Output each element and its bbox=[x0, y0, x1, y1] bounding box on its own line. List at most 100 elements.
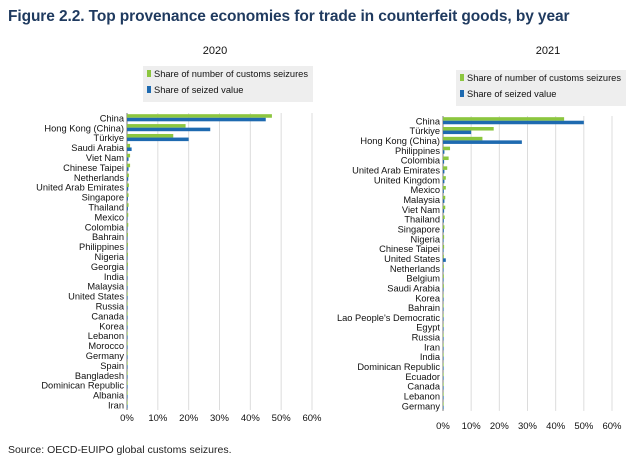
bar-seized-value bbox=[127, 315, 128, 320]
category-label: Singapore bbox=[82, 193, 124, 203]
legend-box bbox=[143, 66, 313, 102]
bar-seizures bbox=[443, 127, 494, 131]
category-label: Korea bbox=[99, 321, 125, 331]
category-label: Netherlands bbox=[390, 264, 440, 274]
bar-seizures bbox=[127, 173, 129, 178]
category-label: United Kingdom bbox=[374, 175, 440, 185]
bar-seized-value bbox=[443, 307, 444, 312]
bar-seizures bbox=[443, 353, 444, 357]
bar-seizures bbox=[127, 391, 128, 395]
bar-seizures bbox=[443, 274, 444, 278]
bar-seizures bbox=[127, 143, 131, 148]
bar-seizures bbox=[127, 183, 129, 188]
category-label: Bahrain bbox=[92, 232, 124, 242]
bar-seized-value bbox=[127, 266, 128, 270]
bar-seized-value bbox=[127, 385, 128, 389]
bar-seizures bbox=[443, 146, 451, 151]
bar-seized-value bbox=[443, 169, 445, 174]
category-label: Lebanon bbox=[404, 392, 440, 402]
bar-seizures bbox=[127, 203, 129, 207]
x-tick-label: 40% bbox=[546, 421, 566, 432]
bar-seizures bbox=[443, 244, 445, 249]
bar-seized-value bbox=[443, 277, 444, 282]
bar-seizures bbox=[443, 254, 444, 259]
category-label: Viet Nam bbox=[86, 153, 124, 163]
bar-seizures bbox=[127, 282, 128, 287]
bar-seized-value bbox=[127, 157, 129, 161]
bar-seized-value bbox=[443, 150, 445, 154]
legend-box bbox=[456, 70, 626, 106]
x-tick-label: 50% bbox=[272, 413, 292, 424]
bar-seizures bbox=[443, 323, 444, 328]
bar-seized-value bbox=[127, 187, 129, 191]
category-label: Belgium bbox=[406, 274, 440, 284]
bar-seizures bbox=[443, 205, 446, 210]
category-label: United States bbox=[68, 292, 124, 302]
bar-seizures bbox=[443, 343, 444, 347]
category-label: United States bbox=[384, 254, 440, 264]
bar-seizures bbox=[127, 371, 128, 376]
bar-seizures bbox=[127, 213, 129, 217]
bar-seized-value bbox=[127, 246, 128, 251]
bar-seized-value bbox=[443, 120, 584, 125]
category-label: Chinese Taipei bbox=[63, 163, 124, 173]
bar-seized-value bbox=[443, 317, 444, 321]
category-label: United Arab Emirates bbox=[36, 183, 124, 193]
category-label: Mexico bbox=[95, 212, 124, 222]
panel-title: 2021 bbox=[536, 45, 560, 57]
category-label: Türkiye bbox=[410, 126, 440, 136]
category-label: Thailand bbox=[404, 215, 440, 225]
bar-seizures bbox=[127, 163, 131, 168]
bar-seized-value bbox=[127, 127, 211, 132]
bar-seized-value bbox=[127, 117, 266, 122]
bar-seized-value bbox=[443, 405, 444, 410]
bar-seizures bbox=[127, 242, 128, 247]
bar-seized-value bbox=[443, 209, 445, 213]
bar-seizures bbox=[443, 185, 446, 190]
category-label: Nigeria bbox=[95, 252, 125, 262]
bar-seizures bbox=[127, 292, 128, 296]
bar-seizures bbox=[127, 193, 129, 197]
category-label: Viet Nam bbox=[402, 205, 440, 215]
bar-seized-value bbox=[443, 268, 444, 272]
bar-seizures bbox=[443, 294, 444, 298]
bar-seizures bbox=[443, 166, 448, 170]
category-label: Georgia bbox=[91, 262, 125, 272]
bar-seizures bbox=[443, 362, 444, 367]
bar-seized-value bbox=[443, 130, 472, 135]
category-label: Dominican Republic bbox=[41, 381, 124, 391]
bar-seizures bbox=[127, 322, 128, 326]
figure-title: Figure 2.2. Top provenance economies for… bbox=[8, 8, 570, 25]
category-label: Türkiye bbox=[94, 133, 124, 143]
bar-seizures bbox=[127, 312, 128, 316]
bar-seizures bbox=[127, 252, 128, 257]
category-label: Saudi Arabia bbox=[387, 283, 441, 293]
bar-seized-value bbox=[443, 140, 522, 144]
category-label: China bbox=[416, 116, 441, 126]
bar-seizures bbox=[443, 303, 444, 308]
bar-seizures bbox=[127, 331, 128, 336]
category-label: Malaysia bbox=[87, 282, 125, 292]
category-label: China bbox=[100, 113, 125, 123]
bar-seized-value bbox=[127, 305, 128, 310]
bar-seized-value bbox=[127, 256, 128, 260]
legend-label: Share of number of customs seizures bbox=[154, 69, 308, 79]
bar-seizures bbox=[127, 133, 174, 138]
bar-seizures bbox=[127, 381, 128, 386]
category-label: Korea bbox=[415, 293, 441, 303]
bar-seized-value bbox=[127, 137, 189, 142]
category-label: Lebanon bbox=[88, 331, 124, 341]
bar-seizures bbox=[443, 195, 446, 200]
x-tick-label: 20% bbox=[490, 421, 510, 432]
bar-seized-value bbox=[443, 346, 444, 351]
source-note: Source: OECD-EUIPO global customs seizur… bbox=[8, 444, 232, 456]
bar-seizures bbox=[127, 341, 128, 346]
bar-seized-value bbox=[127, 177, 129, 181]
bar-seized-value bbox=[127, 276, 128, 280]
bar-seized-value bbox=[443, 386, 444, 390]
category-label: United Arab Emirates bbox=[352, 165, 440, 175]
bar-seized-value bbox=[443, 376, 444, 380]
category-label: Philippines bbox=[79, 242, 124, 252]
bar-seizures bbox=[443, 402, 444, 406]
